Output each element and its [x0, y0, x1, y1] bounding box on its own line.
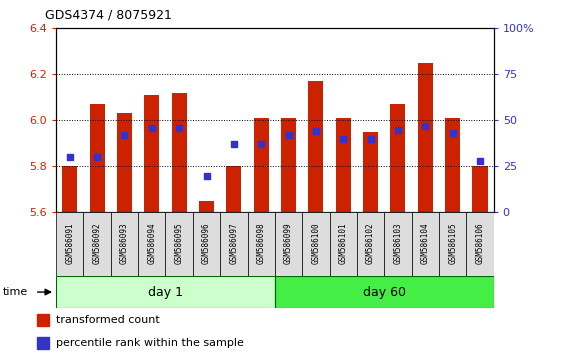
Point	[65, 154, 74, 160]
Text: percentile rank within the sample: percentile rank within the sample	[56, 338, 244, 348]
Bar	[84, 212, 111, 276]
Point	[93, 154, 102, 160]
Text: GSM586102: GSM586102	[366, 222, 375, 264]
Text: GSM586094: GSM586094	[148, 222, 157, 264]
Text: GSM586096: GSM586096	[202, 222, 211, 264]
Bar	[390, 104, 406, 212]
Bar	[111, 212, 138, 276]
Bar	[90, 104, 105, 212]
Bar	[247, 212, 275, 276]
Point	[311, 129, 320, 134]
Text: GSM586100: GSM586100	[311, 222, 320, 264]
Bar	[275, 212, 302, 276]
Text: GSM586104: GSM586104	[421, 222, 430, 264]
Point	[421, 123, 430, 129]
Bar	[199, 201, 214, 212]
Text: GSM586095: GSM586095	[174, 222, 183, 264]
Bar	[412, 212, 439, 276]
Bar	[357, 212, 384, 276]
Bar	[275, 276, 494, 308]
Text: GSM586099: GSM586099	[284, 222, 293, 264]
Point	[393, 127, 402, 132]
Text: time: time	[3, 287, 28, 297]
Text: GSM586093: GSM586093	[120, 222, 129, 264]
Bar	[56, 212, 84, 276]
Bar	[439, 212, 466, 276]
Bar	[363, 132, 378, 212]
Bar	[466, 212, 494, 276]
Bar	[309, 81, 324, 212]
Bar	[165, 212, 193, 276]
Point	[148, 125, 157, 131]
Bar	[38, 337, 49, 349]
Text: GSM586105: GSM586105	[448, 222, 457, 264]
Bar	[56, 276, 275, 308]
Bar	[335, 118, 351, 212]
Point	[202, 173, 211, 178]
Point	[257, 142, 266, 147]
Text: GSM586092: GSM586092	[93, 222, 102, 264]
Text: GDS4374 / 8075921: GDS4374 / 8075921	[45, 8, 172, 21]
Bar	[226, 166, 241, 212]
Text: transformed count: transformed count	[56, 315, 160, 325]
Bar	[472, 166, 488, 212]
Point	[339, 136, 348, 142]
Text: GSM586098: GSM586098	[257, 222, 266, 264]
Bar	[193, 212, 220, 276]
Text: day 1: day 1	[148, 286, 183, 298]
Bar	[302, 212, 329, 276]
Bar	[220, 212, 247, 276]
Text: GSM586103: GSM586103	[393, 222, 402, 264]
Bar	[254, 118, 269, 212]
Text: GSM586101: GSM586101	[339, 222, 348, 264]
Bar	[117, 114, 132, 212]
Bar	[38, 314, 49, 326]
Point	[448, 130, 457, 136]
Point	[174, 125, 183, 131]
Bar	[172, 93, 187, 212]
Bar	[330, 212, 357, 276]
Bar	[281, 118, 296, 212]
Text: GSM586106: GSM586106	[476, 222, 485, 264]
Point	[366, 136, 375, 142]
Text: GSM586097: GSM586097	[229, 222, 238, 264]
Point	[284, 132, 293, 138]
Bar	[445, 118, 460, 212]
Text: day 60: day 60	[363, 286, 406, 298]
Bar	[384, 212, 412, 276]
Bar	[418, 63, 433, 212]
Point	[229, 142, 238, 147]
Point	[120, 132, 129, 138]
Bar	[62, 166, 77, 212]
Point	[476, 158, 485, 164]
Bar	[138, 212, 165, 276]
Text: GSM586091: GSM586091	[65, 222, 74, 264]
Bar	[144, 95, 159, 212]
